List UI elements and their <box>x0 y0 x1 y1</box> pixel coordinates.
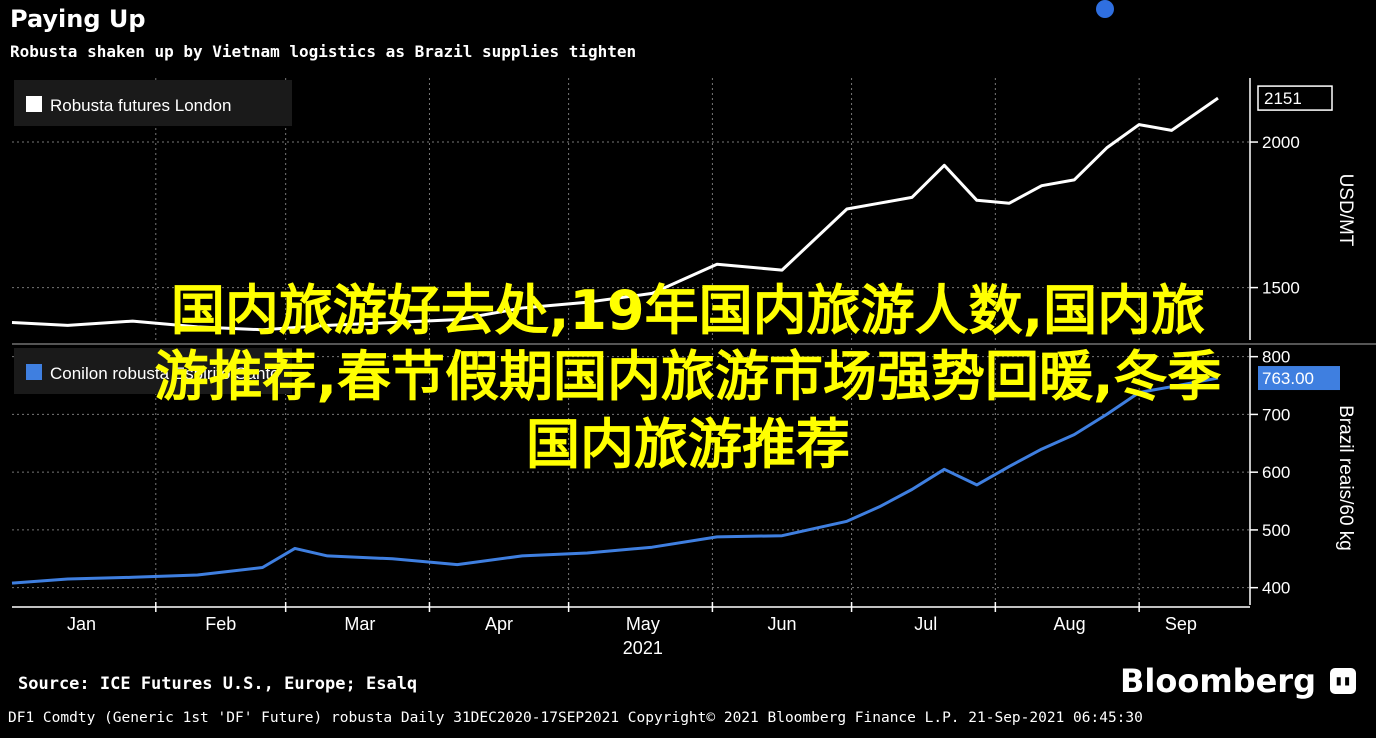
last-value-box <box>1257 85 1333 111</box>
footer-info: DF1 Comdty (Generic 1st 'DF' Future) rob… <box>8 710 1143 726</box>
legend-box <box>14 80 292 126</box>
blue-dot-marker <box>1096 0 1114 18</box>
y-tick-label: 500 <box>1262 521 1290 540</box>
y-axis-title: USD/MT <box>1335 174 1356 247</box>
x-tick-label: Mar <box>344 614 375 634</box>
chart-title: Paying Up <box>10 5 146 33</box>
legend-label: Robusta futures London <box>50 96 231 115</box>
overlay-text-line-1: 国内旅游好去处,19年国内旅游人数,国内旅 <box>170 279 1206 342</box>
x-tick-label: Jan <box>67 614 96 634</box>
legend-swatch <box>26 364 42 380</box>
y-tick-label: 600 <box>1262 463 1290 482</box>
y-axis-title: Brazil reais/60 kg <box>1335 405 1356 551</box>
x-tick-label: May <box>626 614 660 634</box>
legend-box <box>14 348 292 394</box>
last-value-label: 763.00 <box>1262 369 1314 388</box>
chart-subtitle: Robusta shaken up by Vietnam logistics a… <box>10 42 637 61</box>
x-tick-label: Aug <box>1054 614 1086 634</box>
series-line <box>11 376 1219 585</box>
y-tick-label: 700 <box>1262 405 1290 424</box>
x-tick-label: Apr <box>485 614 513 634</box>
overlay-text-line-2: 游推荐,春节假期国内旅游市场强势回暖,冬季 <box>154 345 1222 408</box>
y-tick-label: 2000 <box>1262 133 1300 152</box>
y-tick-label: 1500 <box>1262 279 1300 298</box>
x-tick-label: Jun <box>767 614 796 634</box>
series-line <box>11 96 1219 332</box>
y-tick-label: 400 <box>1262 579 1290 598</box>
last-value-box <box>1258 366 1340 391</box>
x-axis-year-label: 2021 <box>623 638 663 658</box>
legend-label: Conilon robusta Espirito Santo <box>50 364 280 383</box>
y-tick-label: 800 <box>1262 348 1290 367</box>
x-tick-label: Jul <box>914 614 937 634</box>
x-tick-label: Feb <box>205 614 236 634</box>
x-tick-label: Sep <box>1165 614 1197 634</box>
source-note: Source: ICE Futures U.S., Europe; Esalq <box>18 674 418 694</box>
last-value-label: 2151 <box>1264 89 1302 108</box>
legend-swatch <box>26 96 42 112</box>
bloomberg-logo: Bloomberg <box>1120 662 1316 700</box>
overlay-text-line-3: 国内旅游推荐 <box>526 413 850 476</box>
bloomberg-terminal-icon: ▮▮ <box>1330 668 1356 694</box>
